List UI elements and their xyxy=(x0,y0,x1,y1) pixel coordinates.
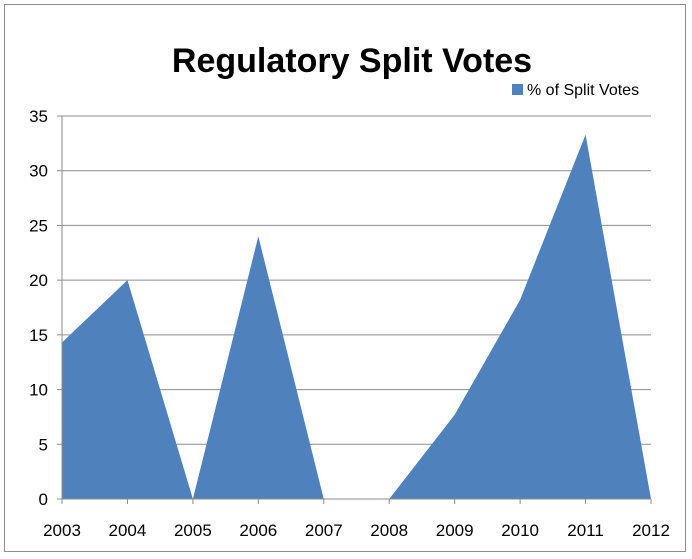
x-tick-label: 2008 xyxy=(370,521,408,540)
series-area xyxy=(62,134,651,500)
y-tick-label: 35 xyxy=(29,107,48,126)
x-tick-label: 2012 xyxy=(632,521,670,540)
y-tick-label: 25 xyxy=(29,216,48,235)
legend: % of Split Votes xyxy=(512,82,639,99)
x-tick-label: 2010 xyxy=(501,521,539,540)
x-tick-label: 2004 xyxy=(109,521,147,540)
y-tick-label: 30 xyxy=(29,162,48,181)
legend-label: % of Split Votes xyxy=(527,82,639,99)
x-tick-label: 2006 xyxy=(239,521,277,540)
x-tick-label: 2007 xyxy=(305,521,343,540)
x-tick-label: 2009 xyxy=(436,521,474,540)
y-tick-label: 20 xyxy=(29,271,48,290)
x-tick-label: 2003 xyxy=(43,521,81,540)
plot-area xyxy=(62,134,651,500)
y-tick-label: 5 xyxy=(39,435,48,454)
x-tick-label: 2011 xyxy=(567,521,604,540)
y-tick-label: 0 xyxy=(39,490,48,509)
axes: 0 5 10 15 20 25 30 35 2003 2004 2005 2006 2007 2008 20… xyxy=(29,107,670,540)
y-tick-label: 10 xyxy=(29,381,48,400)
y-tick-label: 15 xyxy=(29,326,48,345)
legend-swatch xyxy=(512,84,523,95)
x-tick-label: 2005 xyxy=(174,521,212,540)
chart-title: Regulatory Split Votes xyxy=(172,42,532,80)
